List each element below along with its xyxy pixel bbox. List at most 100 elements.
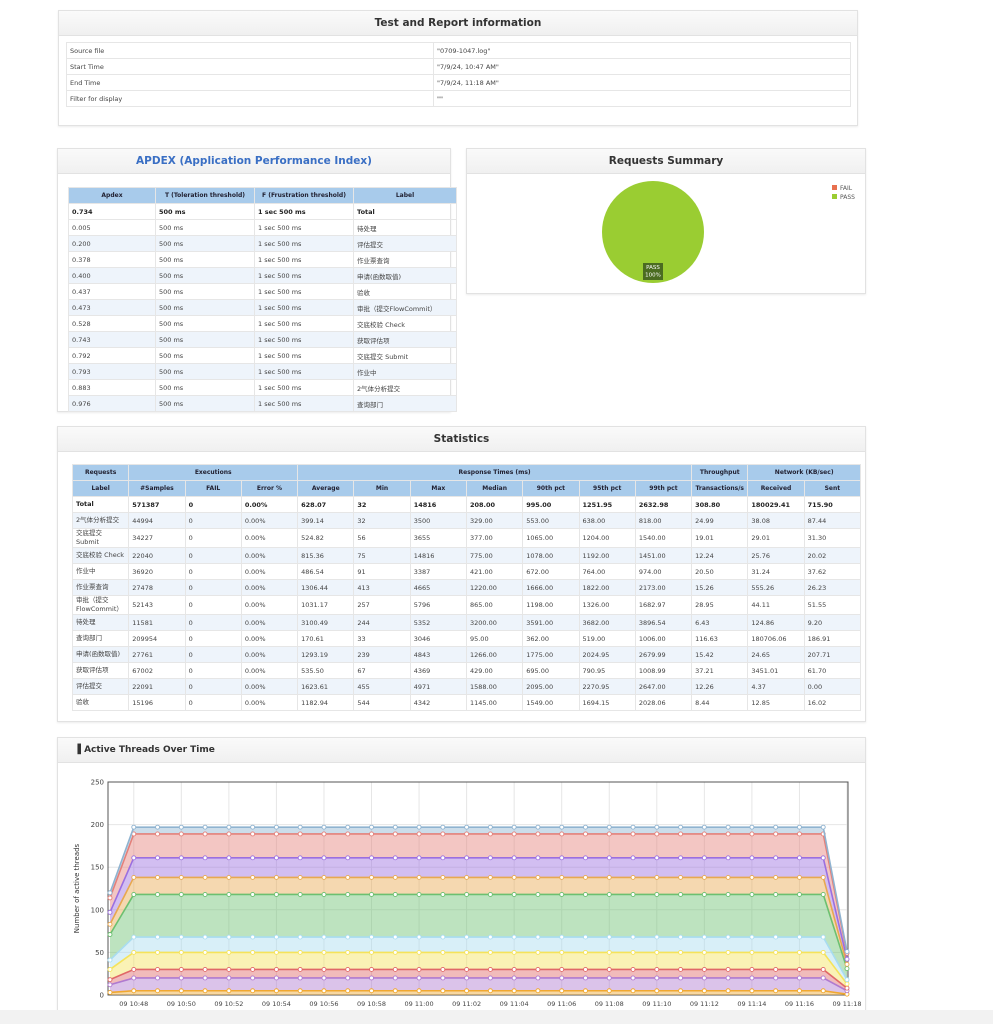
apdex-cell: 1 sec 500 ms	[254, 267, 354, 284]
point	[797, 988, 802, 994]
series-line	[109, 977, 848, 992]
point	[440, 892, 446, 897]
statistics-cell: 1008.99	[634, 662, 693, 679]
apdex-cell: 500 ms	[155, 283, 255, 300]
statistics-row: 2气体分析提交 44994 0 0.00% 399.14 32 3500 329.00 553.…	[71, 512, 862, 529]
point	[392, 934, 398, 940]
info-row: Start Time "7/9/24, 10:47 AM"	[66, 58, 851, 75]
statistics-cell: 评估提交	[71, 678, 130, 695]
info-cell: "7/9/24, 11:18 AM"	[433, 74, 851, 91]
statistics-cell: 31.30	[803, 528, 862, 548]
point	[773, 988, 779, 994]
statistics-cell: 4342	[409, 694, 467, 711]
statistics-cell: 1220.00	[465, 579, 524, 596]
point	[559, 824, 565, 830]
point	[155, 855, 160, 861]
statistics-cell: 15.26	[691, 579, 749, 596]
statistics-cell: 672.00	[522, 563, 580, 580]
info-cell: Filter for display	[66, 90, 434, 107]
pie-slice	[602, 181, 704, 283]
statistics-row: 评估提交 22091 0 0.00% 1623.61 455 4971 1588.00 2095…	[71, 678, 862, 695]
point	[178, 966, 184, 972]
point	[392, 966, 398, 972]
statistics-cell: 1666.00	[522, 579, 580, 596]
series-line	[109, 857, 848, 960]
point	[464, 949, 470, 955]
statistics-cell: 1145.00	[465, 694, 524, 711]
area-fill	[110, 990, 847, 995]
y-tick-label: 200	[91, 821, 104, 829]
point	[654, 975, 660, 981]
x-tick-label: 09 11:16	[785, 1000, 814, 1008]
statistics-cell: 865.00	[465, 595, 524, 615]
point	[345, 934, 351, 940]
point	[226, 824, 232, 830]
point	[250, 949, 256, 955]
statistics-row: 作业票查询 27478 0 0.00% 1306.44 413 4665 1220.00 166…	[71, 579, 862, 596]
point	[321, 934, 327, 940]
point	[369, 831, 374, 837]
point	[678, 966, 684, 972]
point	[487, 874, 493, 880]
apdex-cell: 0.473	[68, 299, 156, 316]
statistics-cell: 28.95	[691, 595, 749, 615]
statistics-cell: 775.00	[465, 547, 524, 564]
point	[464, 855, 470, 861]
point	[678, 824, 684, 830]
apdex-table: Apdex T (Toleration threshold) F (Frustrat…	[68, 187, 457, 412]
statistics-cell: 2632.98	[634, 496, 693, 513]
y-axis-label: Number of active threads	[73, 843, 81, 933]
point	[678, 949, 684, 955]
point	[107, 957, 113, 963]
statistics-cell: 26.23	[803, 579, 862, 596]
point	[369, 949, 374, 955]
point	[630, 934, 636, 940]
apdex-cell: 1 sec 500 ms	[254, 363, 354, 380]
apdex-cell: 0.976	[68, 395, 156, 412]
point	[155, 975, 160, 981]
point	[535, 975, 541, 981]
statistics-cell: 455	[353, 678, 411, 695]
point	[178, 831, 184, 837]
point	[321, 966, 327, 972]
point	[701, 966, 707, 972]
statistics-cell: 31.24	[747, 563, 805, 580]
point	[511, 966, 517, 972]
series-line	[109, 989, 848, 995]
info-cell: End Time	[66, 74, 434, 91]
point	[392, 988, 398, 994]
column-header: #Samples	[128, 480, 186, 497]
point	[440, 934, 446, 940]
statistics-row: Total 571387 0 0.00% 628.07 32 14816 208.00 995.…	[71, 496, 862, 513]
statistics-cell: 628.07	[297, 496, 355, 513]
point	[487, 824, 493, 830]
x-tick-label: 09 10:56	[309, 1000, 338, 1008]
statistics-cell: 0.00%	[240, 579, 299, 596]
column-header: 90th pct	[522, 480, 580, 497]
statistics-cell: 3682.00	[578, 614, 636, 631]
apdex-cell: 500 ms	[155, 203, 255, 220]
point	[583, 934, 588, 940]
point	[297, 874, 303, 880]
statistics-cell: 377.00	[465, 528, 524, 548]
point	[392, 831, 398, 837]
point	[630, 874, 636, 880]
apdex-row: 0.005 500 ms 1 sec 500 ms 待处理	[68, 219, 457, 236]
point	[202, 949, 208, 955]
point	[678, 874, 684, 880]
point	[321, 975, 327, 981]
point	[178, 988, 184, 994]
point	[630, 831, 636, 837]
statistics-cell: 695.00	[522, 662, 580, 679]
statistics-cell: 审批（提交FlowCommit）	[71, 595, 130, 615]
point	[250, 966, 256, 972]
point	[107, 977, 113, 983]
point	[511, 831, 517, 837]
point	[250, 831, 256, 837]
apdex-cell: 500 ms	[155, 347, 255, 364]
point	[583, 855, 588, 861]
point	[273, 949, 279, 955]
point	[749, 988, 755, 994]
apdex-cell: 1 sec 500 ms	[254, 203, 354, 220]
point	[725, 874, 731, 880]
